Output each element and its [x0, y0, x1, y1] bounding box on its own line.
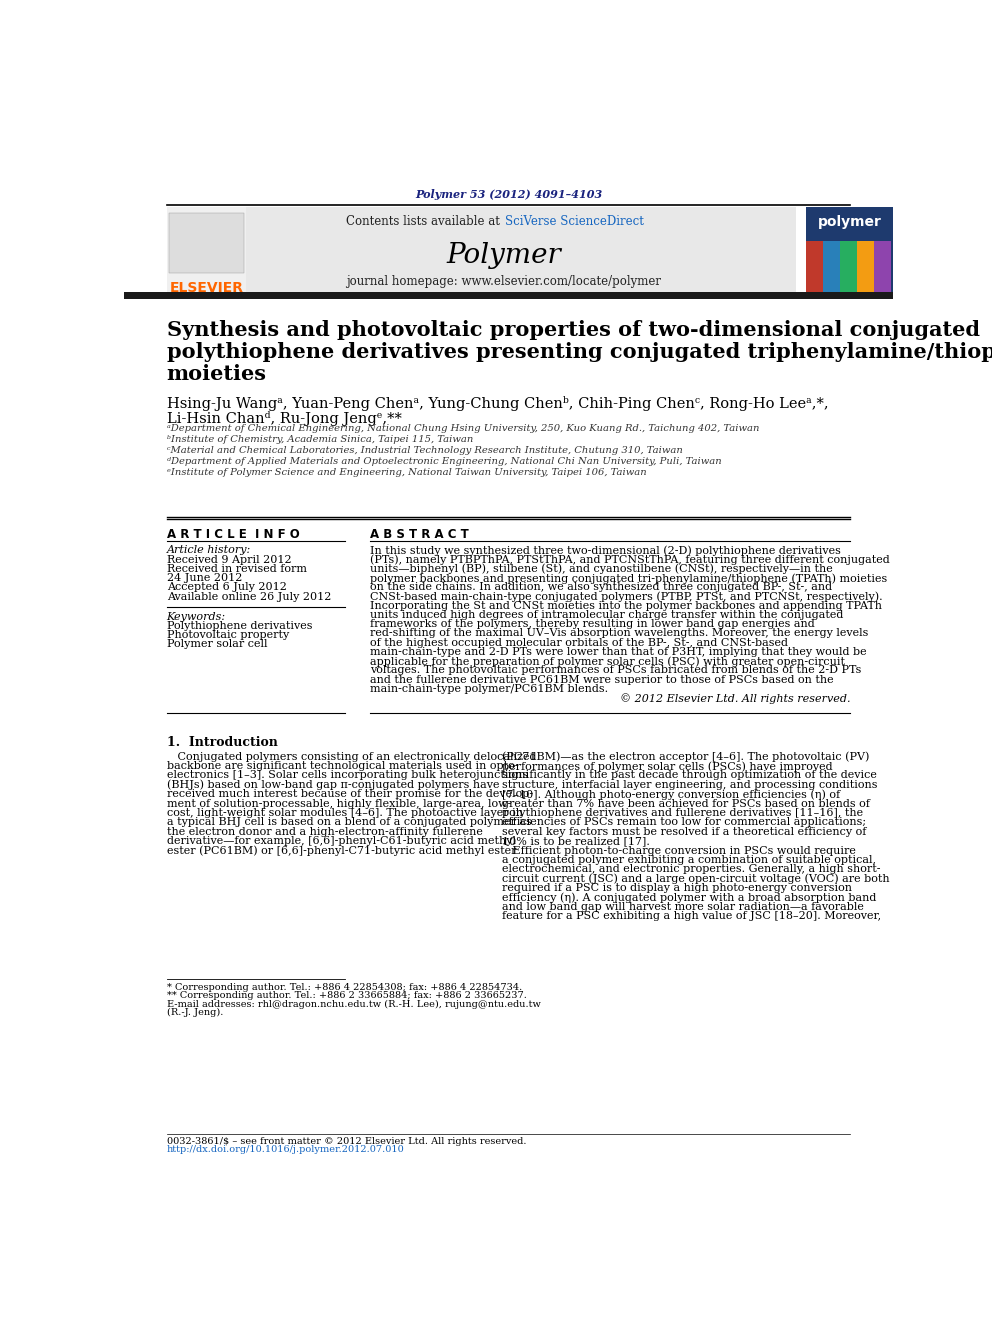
Text: Polymer 53 (2012) 4091–4103: Polymer 53 (2012) 4091–4103: [415, 189, 602, 200]
Text: [7–10]. Although photo-energy conversion efficiencies (η) of: [7–10]. Although photo-energy conversion…: [502, 790, 840, 800]
Text: ᵇInstitute of Chemistry, Academia Sinica, Taipei 115, Taiwan: ᵇInstitute of Chemistry, Academia Sinica…: [167, 435, 473, 445]
Text: Polythiophene derivatives: Polythiophene derivatives: [167, 620, 312, 631]
Text: Photovoltaic property: Photovoltaic property: [167, 630, 289, 640]
Text: feature for a PSC exhibiting a high value of JSC [18–20]. Moreover,: feature for a PSC exhibiting a high valu…: [502, 912, 881, 921]
Text: frameworks of the polymers, thereby resulting in lower band gap energies and: frameworks of the polymers, thereby resu…: [370, 619, 815, 630]
Text: ᵉInstitute of Polymer Science and Engineering, National Taiwan University, Taipe: ᵉInstitute of Polymer Science and Engine…: [167, 467, 647, 476]
Text: http://dx.doi.org/10.1016/j.polymer.2012.07.010: http://dx.doi.org/10.1016/j.polymer.2012…: [167, 1146, 405, 1154]
Text: Polymer solar cell: Polymer solar cell: [167, 639, 267, 650]
Text: Efficient photon-to-charge conversion in PSCs would require: Efficient photon-to-charge conversion in…: [502, 845, 856, 856]
Text: ᶜMaterial and Chemical Laboratories, Industrial Technology Research Institute, C: ᶜMaterial and Chemical Laboratories, Ind…: [167, 446, 682, 455]
Text: main-chain-type and 2-D PTs were lower than that of P3HT, implying that they wou: main-chain-type and 2-D PTs were lower t…: [370, 647, 867, 658]
Text: 10% is to be realized [17].: 10% is to be realized [17].: [502, 836, 650, 847]
Text: Conjugated polymers consisting of an electronically delocalized: Conjugated polymers consisting of an ele…: [167, 751, 536, 762]
Text: Incorporating the St and CNSt moieties into the polymer backbones and appending : Incorporating the St and CNSt moieties i…: [370, 601, 883, 611]
Text: applicable for the preparation of polymer solar cells (PSC) with greater open-ci: applicable for the preparation of polyme…: [370, 656, 845, 667]
Text: CNSt-based main-chain-type conjugated polymers (PTBP, PTSt, and PTCNSt, respecti: CNSt-based main-chain-type conjugated po…: [370, 591, 883, 602]
Text: structure, interfacial layer engineering, and processing conditions: structure, interfacial layer engineering…: [502, 779, 878, 790]
Text: SciVerse ScienceDirect: SciVerse ScienceDirect: [505, 216, 644, 229]
Text: 24 June 2012: 24 June 2012: [167, 573, 242, 583]
Text: ment of solution-processable, highly flexible, large-area, low-: ment of solution-processable, highly fle…: [167, 799, 511, 808]
Text: ᵈDepartment of Applied Materials and Optoelectronic Engineering, National Chi Na: ᵈDepartment of Applied Materials and Opt…: [167, 456, 721, 466]
Text: and low band gap will harvest more solar radiation—a favorable: and low band gap will harvest more solar…: [502, 902, 864, 912]
Bar: [806, 241, 823, 294]
Text: (R.-J. Jeng).: (R.-J. Jeng).: [167, 1008, 223, 1017]
Text: a conjugated polymer exhibiting a combination of suitable optical,: a conjugated polymer exhibiting a combin…: [502, 855, 876, 865]
Text: polymer: polymer: [817, 214, 881, 229]
Text: Received 9 April 2012: Received 9 April 2012: [167, 554, 292, 565]
Text: Article history:: Article history:: [167, 545, 251, 556]
Text: Contents lists available at: Contents lists available at: [346, 216, 504, 229]
Text: 1.  Introduction: 1. Introduction: [167, 737, 278, 749]
Text: Received in revised form: Received in revised form: [167, 564, 307, 574]
Text: electronics [1–3]. Solar cells incorporating bulk heterojunctions: electronics [1–3]. Solar cells incorpora…: [167, 770, 528, 781]
Text: units—biphenyl (BP), stilbene (St), and cyanostilbene (CNSt), respectively—in th: units—biphenyl (BP), stilbene (St), and …: [370, 564, 833, 574]
Bar: [167, 206, 246, 294]
Text: main-chain-type polymer/PC61BM blends.: main-chain-type polymer/PC61BM blends.: [370, 684, 608, 693]
Text: several key factors must be resolved if a theoretical efficiency of: several key factors must be resolved if …: [502, 827, 867, 837]
Text: ELSEVIER: ELSEVIER: [170, 280, 244, 295]
Text: (PC71BM)—as the electron acceptor [4–6]. The photovoltaic (PV): (PC71BM)—as the electron acceptor [4–6].…: [502, 751, 870, 762]
Text: (BHJs) based on low-band gap π-conjugated polymers have: (BHJs) based on low-band gap π-conjugate…: [167, 779, 499, 790]
Text: efficiency (η). A conjugated polymer with a broad absorption band: efficiency (η). A conjugated polymer wit…: [502, 893, 877, 904]
Text: moieties: moieties: [167, 364, 267, 384]
Text: electrochemical, and electronic properties. Generally, a high short-: electrochemical, and electronic properti…: [502, 864, 881, 875]
Text: performances of polymer solar cells (PSCs) have improved: performances of polymer solar cells (PSC…: [502, 761, 833, 771]
Text: polymer backbones and presenting conjugated tri-phenylamine/thiophene (TPATh) mo: polymer backbones and presenting conjuga…: [370, 573, 888, 583]
Text: A R T I C L E  I N F O: A R T I C L E I N F O: [167, 528, 300, 541]
Text: * Corresponding author. Tel.: +886 4 22854308; fax: +886 4 22854734.: * Corresponding author. Tel.: +886 4 228…: [167, 983, 522, 992]
Text: units induced high degrees of intramolecular charge transfer within the conjugat: units induced high degrees of intramolec…: [370, 610, 844, 620]
Text: E-mail addresses: rhl@dragon.nchu.edu.tw (R.-H. Lee), rujung@ntu.edu.tw: E-mail addresses: rhl@dragon.nchu.edu.tw…: [167, 1000, 541, 1008]
Bar: [167, 206, 796, 294]
Text: ester (PC61BM) or [6,6]-phenyl-C71-butyric acid methyl ester: ester (PC61BM) or [6,6]-phenyl-C71-butyr…: [167, 845, 516, 856]
Text: Synthesis and photovoltaic properties of two-dimensional conjugated: Synthesis and photovoltaic properties of…: [167, 320, 980, 340]
Text: and the fullerene derivative PC61BM were superior to those of PSCs based on the: and the fullerene derivative PC61BM were…: [370, 675, 834, 685]
Text: Polymer: Polymer: [446, 242, 561, 269]
Text: Keywords:: Keywords:: [167, 611, 226, 622]
Text: Li-Hsin Chanᵈ, Ru-Jong Jengᵉ,**: Li-Hsin Chanᵈ, Ru-Jong Jengᵉ,**: [167, 411, 402, 426]
Text: © 2012 Elsevier Ltd. All rights reserved.: © 2012 Elsevier Ltd. All rights reserved…: [620, 693, 850, 704]
Text: 0032-3861/$ – see front matter © 2012 Elsevier Ltd. All rights reserved.: 0032-3861/$ – see front matter © 2012 El…: [167, 1136, 526, 1146]
Bar: [124, 292, 893, 299]
Text: red-shifting of the maximal UV–Vis absorption wavelengths. Moreover, the energy : red-shifting of the maximal UV–Vis absor…: [370, 628, 869, 639]
Text: backbone are significant technological materials used in opto-: backbone are significant technological m…: [167, 761, 518, 771]
Text: Accepted 6 July 2012: Accepted 6 July 2012: [167, 582, 287, 593]
Text: Hsing-Ju Wangᵃ, Yuan-Peng Chenᵃ, Yung-Chung Chenᵇ, Chih-Ping Chenᶜ, Rong-Ho Leeᵃ: Hsing-Ju Wangᵃ, Yuan-Peng Chenᵃ, Yung-Ch…: [167, 396, 828, 411]
Bar: [823, 241, 840, 294]
Text: of the highest occupied molecular orbitals of the BP-, St-, and CNSt-based: of the highest occupied molecular orbita…: [370, 638, 789, 648]
Bar: [806, 206, 893, 294]
Text: (PTs), namely PTBPThPA, PTStThPA, and PTCNStThPA, featuring three different conj: (PTs), namely PTBPThPA, PTStThPA, and PT…: [370, 554, 890, 565]
Text: received much interest because of their promise for the develop-: received much interest because of their …: [167, 790, 533, 799]
Bar: [857, 241, 874, 294]
Text: ** Corresponding author. Tel.: +886 2 33665884; fax: +886 2 33665237.: ** Corresponding author. Tel.: +886 2 33…: [167, 991, 527, 1000]
Text: derivative—for example, [6,6]-phenyl-C61-butyric acid methyl: derivative—for example, [6,6]-phenyl-C61…: [167, 836, 516, 847]
Text: efficiencies of PSCs remain too low for commercial applications;: efficiencies of PSCs remain too low for …: [502, 818, 866, 827]
Bar: [840, 241, 857, 294]
Bar: [169, 213, 244, 273]
Text: cost, light-weight solar modules [4–6]. The photoactive layer in: cost, light-weight solar modules [4–6]. …: [167, 808, 523, 818]
Text: on the side chains. In addition, we also synthesized three conjugated BP-, St-, : on the side chains. In addition, we also…: [370, 582, 832, 593]
Text: polythiophene derivatives presenting conjugated triphenylamine/thiophene: polythiophene derivatives presenting con…: [167, 343, 992, 363]
Text: polythiophene derivatives and fullerene derivatives [11–16], the: polythiophene derivatives and fullerene …: [502, 808, 863, 818]
Text: Available online 26 July 2012: Available online 26 July 2012: [167, 591, 331, 602]
Text: journal homepage: www.elsevier.com/locate/polymer: journal homepage: www.elsevier.com/locat…: [346, 275, 662, 288]
Text: ᵃDepartment of Chemical Engineering, National Chung Hsing University, 250, Kuo K: ᵃDepartment of Chemical Engineering, Nat…: [167, 425, 759, 434]
Text: required if a PSC is to display a high photo-energy conversion: required if a PSC is to display a high p…: [502, 884, 852, 893]
Text: the electron donor and a high-electron-affinity fullerene: the electron donor and a high-electron-a…: [167, 827, 482, 837]
Text: significantly in the past decade through optimization of the device: significantly in the past decade through…: [502, 770, 877, 781]
Text: voltages. The photovoltaic performances of PSCs fabricated from blends of the 2-: voltages. The photovoltaic performances …: [370, 665, 862, 676]
Text: In this study we synthesized three two-dimensional (2-D) polythiophene derivativ: In this study we synthesized three two-d…: [370, 545, 841, 556]
Text: a typical BHJ cell is based on a blend of a conjugated polymer as: a typical BHJ cell is based on a blend o…: [167, 818, 532, 827]
Text: A B S T R A C T: A B S T R A C T: [370, 528, 469, 541]
Text: greater than 7% have been achieved for PSCs based on blends of: greater than 7% have been achieved for P…: [502, 799, 870, 808]
Bar: [874, 241, 891, 294]
Text: circuit current (JSC) and a large open-circuit voltage (VOC) are both: circuit current (JSC) and a large open-c…: [502, 873, 890, 884]
